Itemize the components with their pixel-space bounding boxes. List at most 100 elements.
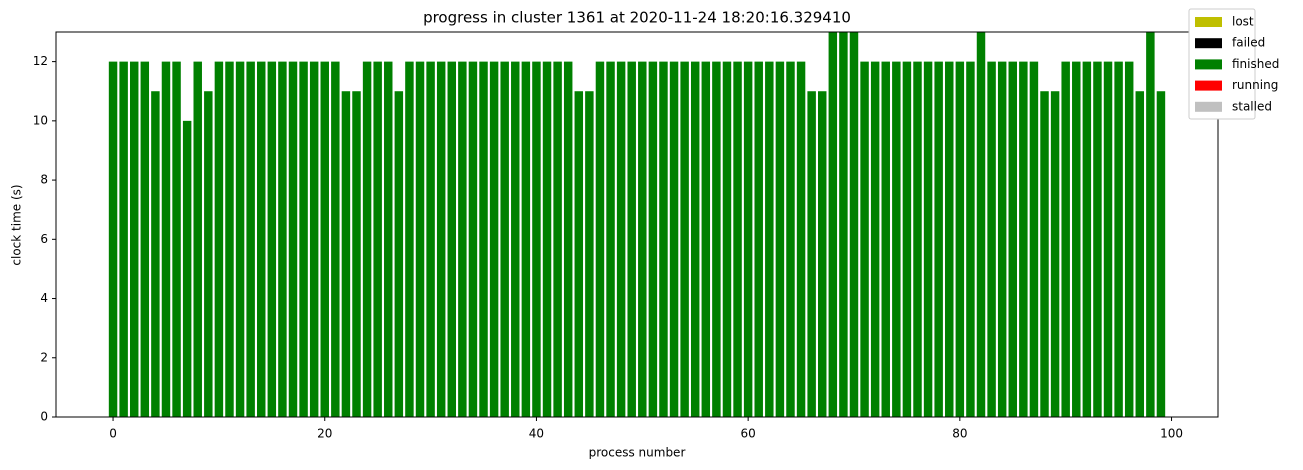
bar bbox=[595, 61, 605, 417]
bar bbox=[1093, 61, 1102, 417]
bar bbox=[701, 61, 711, 417]
bar bbox=[341, 91, 351, 417]
bar bbox=[1135, 91, 1145, 417]
bar bbox=[405, 61, 414, 417]
legend-swatch bbox=[1195, 101, 1222, 112]
x-tick-label: 60 bbox=[740, 427, 755, 441]
bar bbox=[902, 61, 912, 417]
y-tick-label: 8 bbox=[40, 173, 48, 187]
bar bbox=[119, 61, 128, 417]
bar bbox=[1156, 91, 1166, 417]
bar bbox=[553, 61, 562, 417]
legend-label: finished bbox=[1232, 57, 1279, 71]
bar bbox=[1072, 61, 1081, 417]
x-tick-label: 80 bbox=[952, 427, 967, 441]
bar bbox=[235, 61, 245, 417]
bar bbox=[913, 61, 922, 417]
bar bbox=[415, 61, 425, 417]
bar bbox=[648, 61, 658, 417]
bar bbox=[129, 61, 139, 417]
legend-swatch bbox=[1195, 38, 1222, 49]
bar bbox=[511, 61, 520, 417]
bar bbox=[182, 120, 192, 417]
bar bbox=[881, 61, 890, 417]
bar bbox=[1040, 91, 1049, 417]
bar bbox=[563, 61, 573, 417]
bar bbox=[172, 61, 181, 417]
chart-title: progress in cluster 1361 at 2020-11-24 1… bbox=[423, 9, 851, 27]
y-tick-label: 12 bbox=[33, 54, 48, 68]
bar bbox=[680, 61, 689, 417]
bar bbox=[246, 61, 255, 417]
x-tick-label: 100 bbox=[1160, 427, 1183, 441]
bar bbox=[521, 61, 531, 417]
axes-frame bbox=[55, 31, 1219, 418]
bar bbox=[775, 61, 785, 417]
y-tick-label: 2 bbox=[40, 350, 48, 364]
x-tick-label: 0 bbox=[109, 427, 117, 441]
bar bbox=[997, 61, 1007, 417]
bar bbox=[214, 61, 224, 417]
x-tick-label: 40 bbox=[529, 427, 544, 441]
bar bbox=[1103, 61, 1113, 417]
legend-label: running bbox=[1232, 78, 1278, 92]
bar bbox=[659, 61, 668, 417]
bar bbox=[447, 61, 456, 417]
bar bbox=[1050, 91, 1060, 417]
bar bbox=[331, 61, 340, 417]
bar bbox=[839, 32, 848, 417]
y-tick-label: 6 bbox=[40, 232, 48, 246]
bar bbox=[1029, 61, 1039, 417]
legend-label: stalled bbox=[1232, 99, 1272, 113]
y-tick-label: 10 bbox=[33, 113, 48, 127]
bar bbox=[362, 61, 372, 417]
bar bbox=[712, 61, 721, 417]
y-axis-label: clock time (s) bbox=[10, 184, 24, 265]
bar bbox=[892, 61, 901, 417]
bar bbox=[585, 91, 594, 417]
bar bbox=[722, 61, 732, 417]
bar bbox=[765, 61, 774, 417]
legend-swatch bbox=[1195, 80, 1222, 91]
bar bbox=[352, 91, 361, 417]
bar bbox=[690, 61, 700, 417]
bar bbox=[299, 61, 308, 417]
bar bbox=[489, 61, 499, 417]
bar bbox=[966, 61, 975, 417]
bar bbox=[309, 61, 319, 417]
bar bbox=[1061, 61, 1070, 417]
bar bbox=[754, 61, 763, 417]
bar bbox=[1114, 61, 1123, 417]
x-tick-label: 20 bbox=[317, 427, 332, 441]
bar bbox=[818, 91, 827, 417]
bar bbox=[288, 61, 298, 417]
bar bbox=[257, 61, 266, 417]
bar bbox=[976, 32, 986, 417]
bar bbox=[278, 61, 287, 417]
bar bbox=[1082, 61, 1092, 417]
x-axis-label: process number bbox=[589, 446, 686, 460]
bar bbox=[849, 32, 859, 417]
bar bbox=[426, 61, 435, 417]
bar bbox=[807, 91, 816, 417]
y-tick-label: 4 bbox=[40, 291, 48, 305]
bar bbox=[225, 61, 234, 417]
bar bbox=[500, 61, 509, 417]
bar bbox=[627, 61, 636, 417]
bar bbox=[786, 61, 795, 417]
bar bbox=[193, 61, 202, 417]
bar bbox=[870, 61, 880, 417]
bar bbox=[574, 91, 584, 417]
bar bbox=[458, 61, 467, 417]
bar bbox=[373, 61, 382, 417]
bar bbox=[1019, 61, 1028, 417]
bar bbox=[151, 91, 160, 417]
bar bbox=[923, 61, 933, 417]
bar bbox=[828, 32, 838, 417]
bar bbox=[934, 61, 943, 417]
legend-swatch bbox=[1195, 59, 1222, 70]
bar bbox=[987, 61, 996, 417]
bar bbox=[1008, 61, 1017, 417]
bar bbox=[796, 61, 806, 417]
